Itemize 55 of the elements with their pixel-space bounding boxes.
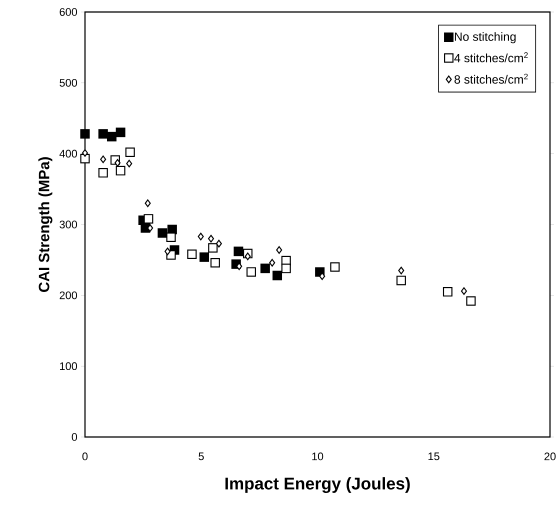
y-tick-label: 500 bbox=[60, 78, 78, 87]
point bbox=[281, 264, 291, 274]
x-tick-label: 15 bbox=[428, 452, 440, 460]
x-tick-label: 20 bbox=[544, 452, 556, 460]
y-tick-label: 600 bbox=[60, 8, 78, 16]
y-tick-label: 400 bbox=[59, 150, 78, 158]
point bbox=[114, 159, 121, 167]
point bbox=[210, 258, 220, 268]
point bbox=[98, 129, 108, 139]
x-tick-label: 10 bbox=[312, 452, 324, 460]
point bbox=[246, 267, 256, 277]
point bbox=[208, 234, 214, 243]
point bbox=[260, 264, 270, 274]
y-tick-label: 100 bbox=[60, 362, 78, 370]
x-tick-label: 5 bbox=[198, 452, 204, 460]
point bbox=[442, 287, 452, 297]
point bbox=[106, 132, 116, 142]
point bbox=[116, 166, 126, 176]
point bbox=[164, 248, 171, 256]
point bbox=[82, 149, 88, 157]
point bbox=[125, 148, 135, 157]
point bbox=[216, 240, 222, 248]
point bbox=[466, 296, 476, 306]
point bbox=[208, 243, 218, 253]
point bbox=[187, 250, 197, 259]
point bbox=[460, 287, 468, 295]
y-tick-label: 300 bbox=[60, 220, 78, 228]
y-axis-title: CAI Strength (MPa) bbox=[38, 157, 52, 292]
point bbox=[396, 276, 406, 286]
legend-label: 8 stitches/cm$^{2}$ bbox=[454, 74, 528, 84]
x-tick-label: 0 bbox=[82, 452, 88, 460]
point bbox=[80, 129, 90, 139]
legend-label: No stitching bbox=[454, 32, 516, 44]
point bbox=[147, 224, 154, 232]
y-tick-label: 200 bbox=[60, 291, 78, 300]
point bbox=[116, 128, 126, 138]
point bbox=[158, 228, 168, 238]
y-tick-label: 0 bbox=[72, 433, 78, 441]
x-axis-title: Impact Energy (Joules) bbox=[225, 477, 410, 493]
point bbox=[126, 160, 132, 168]
point bbox=[166, 232, 176, 242]
point bbox=[98, 168, 108, 178]
point bbox=[276, 246, 282, 254]
point bbox=[398, 266, 404, 274]
point bbox=[200, 252, 210, 262]
point bbox=[330, 262, 340, 272]
legend-label: 4 stitches/cm$^{2}$ bbox=[454, 52, 528, 62]
point bbox=[234, 246, 244, 256]
point bbox=[269, 258, 276, 267]
point bbox=[144, 199, 151, 208]
point bbox=[100, 155, 106, 164]
point bbox=[144, 214, 154, 224]
point bbox=[244, 252, 251, 260]
point bbox=[198, 232, 204, 240]
point bbox=[272, 270, 282, 280]
